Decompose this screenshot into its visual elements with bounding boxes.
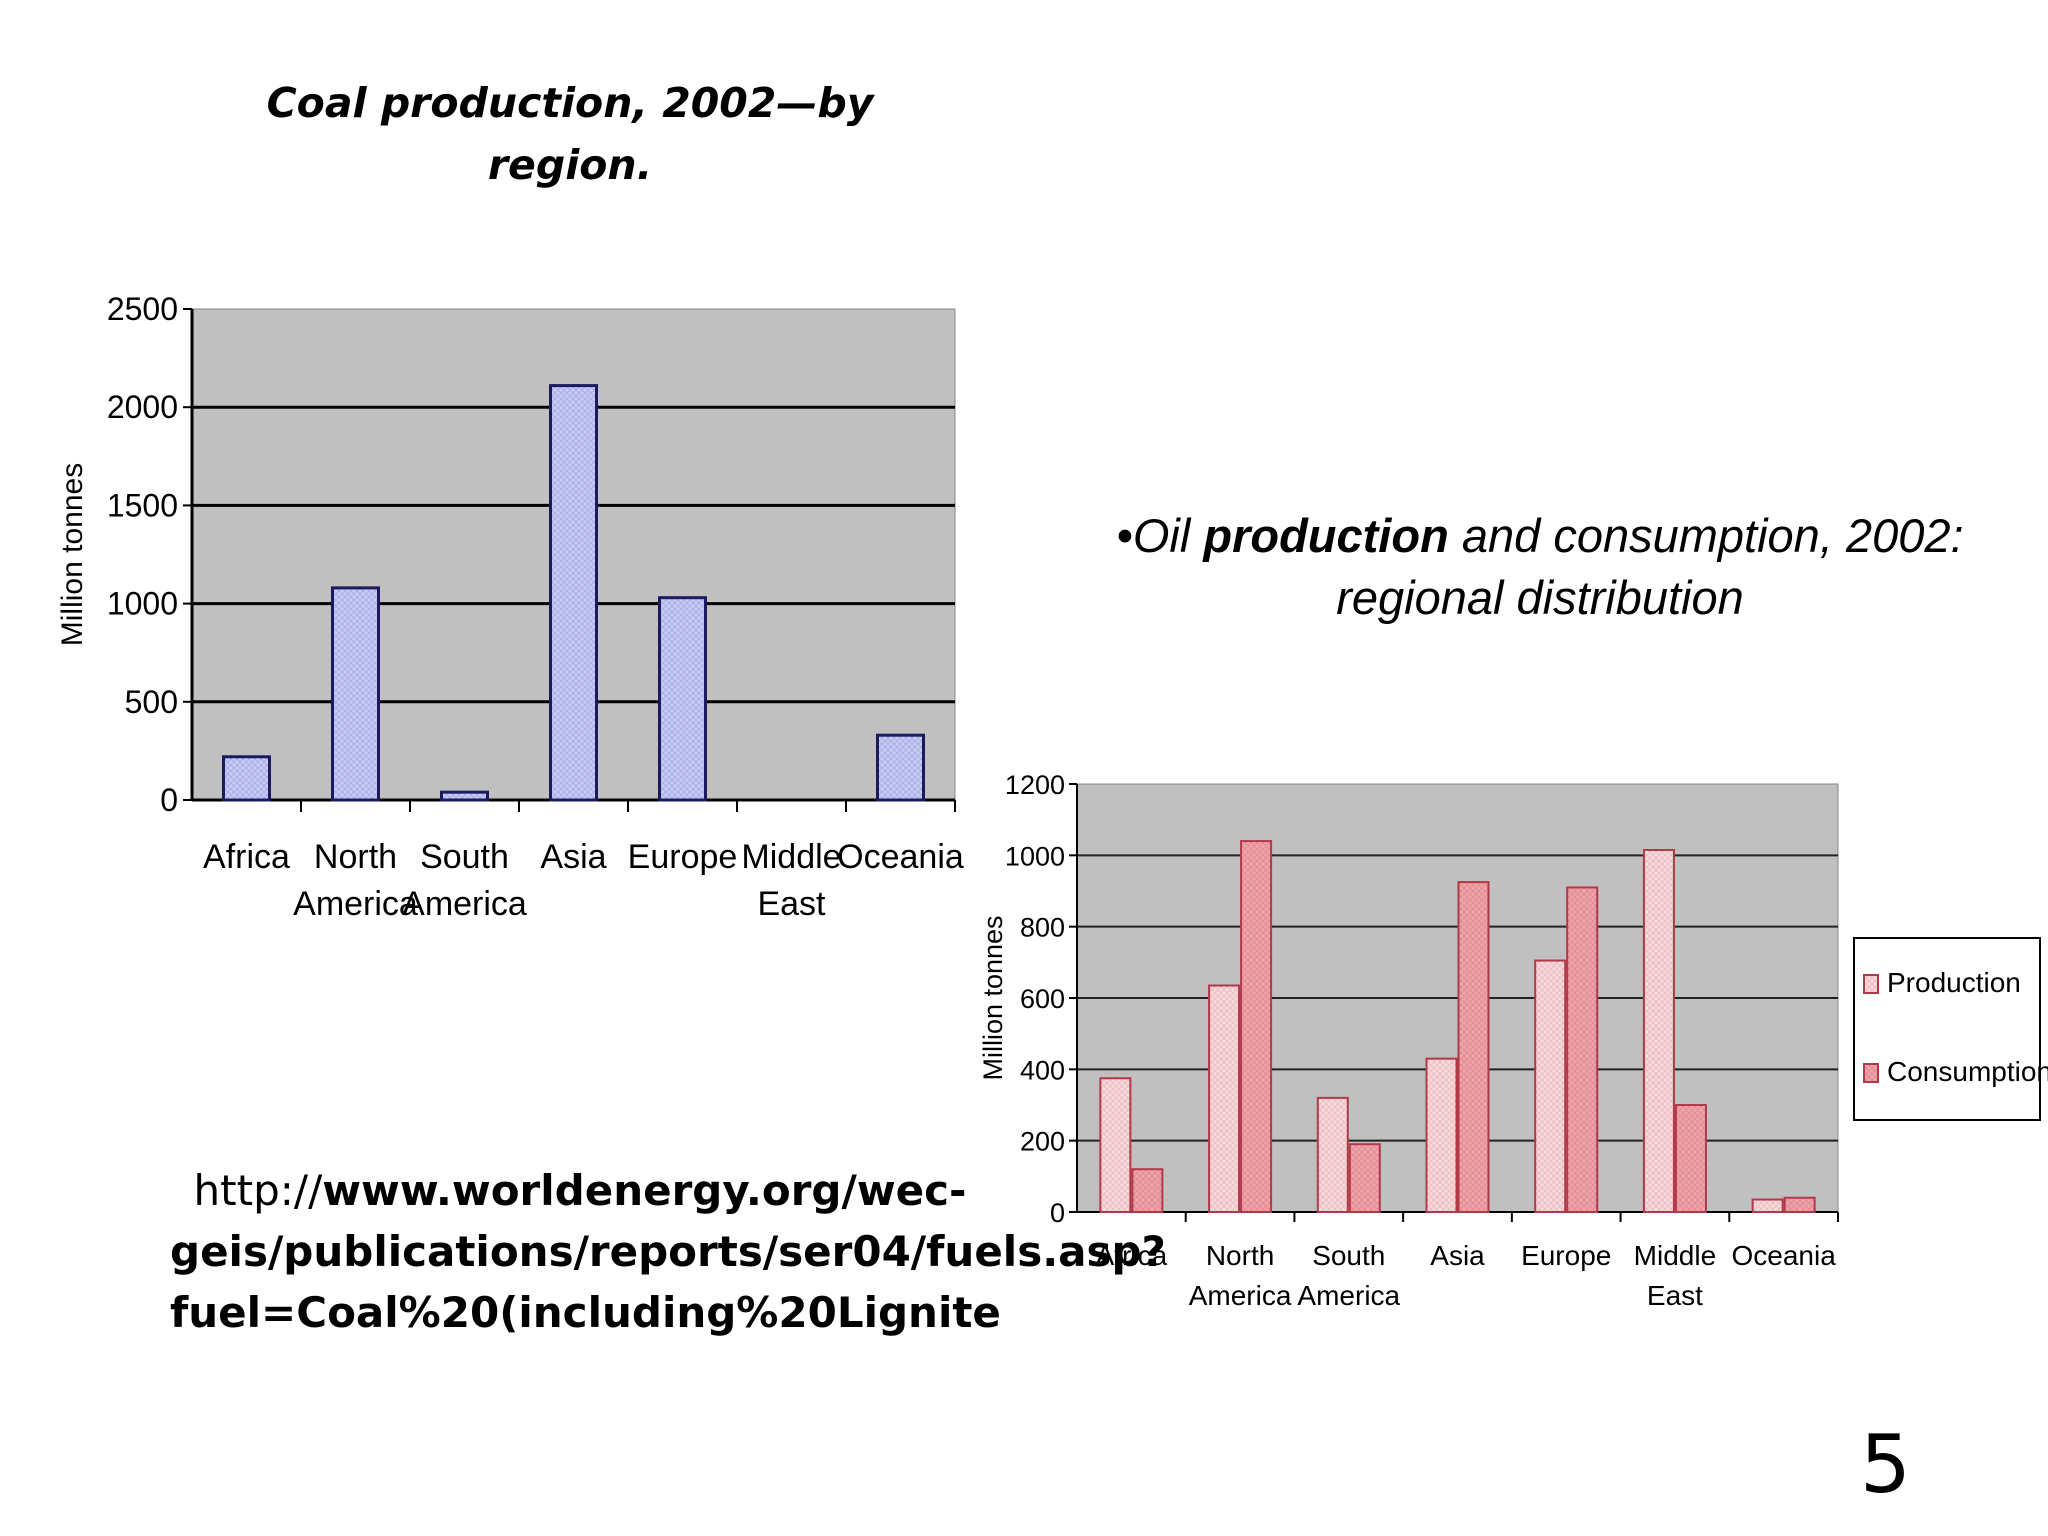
coal-x-tick-label: South [420,838,509,876]
coal-bar-south-america [440,790,489,802]
source-url-bold: www.worldenergy.org/wec-geis/publication… [170,1166,1166,1337]
coal-y-tick-label: 1500 [107,487,178,523]
coal-x-tick-label: Asia [540,838,606,876]
oil-y-tick-label: 1000 [1005,841,1065,871]
oil-title-suffix: and consumption, 2002: regional distribu… [1336,509,1964,624]
oil-title-bold: production [1203,509,1449,562]
coal-x-tick-label: America [293,885,418,923]
oil-legend-swatch-consumption [1863,1063,1879,1083]
oil-x-tick-label: East [1647,1280,1703,1311]
coal-chart-title: Coal production, 2002—by region. [266,79,874,189]
oil-y-tick-label: 1200 [1005,770,1065,800]
coal-y-tick-label: 500 [125,684,178,720]
coal-y-axis-label: Million tonnes [56,463,89,646]
oil-y-axis-label: Million tonnes [978,915,1008,1080]
coal-y-tick-label: 2000 [107,389,178,425]
oil-bar-production-asia [1425,1057,1458,1213]
oil-title-prefix: •Oil [1116,509,1204,562]
oil-legend-swatch-production [1863,974,1879,994]
coal-x-tick-label: East [757,885,826,923]
coal-x-tick-label: Europe [628,838,738,876]
oil-legend-label-consumption: Consumption [1887,1056,2048,1087]
oil-bar-consumption-europe [1566,886,1599,1214]
oil-x-tick-label: America [1297,1280,1400,1311]
coal-bar-north-america [331,586,380,802]
oil-bar-consumption-middle-east [1674,1104,1707,1213]
oil-y-tick-label: 400 [1020,1055,1065,1085]
oil-bar-production-africa [1099,1077,1132,1213]
oil-legend [1853,937,2041,1121]
coal-x-tick-label: Africa [203,838,290,876]
oil-bar-consumption-south-america [1348,1143,1381,1213]
oil-bar-production-south-america [1316,1096,1349,1214]
oil-bar-production-europe [1534,959,1567,1213]
oil-bar-production-middle-east [1642,848,1675,1213]
coal-bar-asia [549,384,598,802]
coal-bar-africa [222,755,271,802]
coal-y-tick-label: 0 [160,782,178,818]
oil-x-tick-label: Middle [1634,1240,1716,1271]
source-url-prefix: http:// [193,1166,323,1215]
coal-x-tick-label: America [402,885,527,923]
page-number: 5 [1860,1418,1911,1511]
coal-y-tick-label: 2500 [107,291,178,327]
coal-bar-europe [658,596,707,802]
oil-bar-consumption-asia [1457,881,1490,1213]
oil-bar-consumption-north-america [1240,840,1273,1213]
source-url: http://www.worldenergy.org/wec-geis/publ… [170,1160,1166,1343]
coal-x-tick-label: North [314,838,397,876]
oil-legend-label-production: Production [1887,967,2021,998]
coal-y-tick-label: 1000 [107,586,178,622]
oil-y-tick-label: 200 [1020,1127,1065,1157]
oil-bar-production-north-america [1208,984,1241,1213]
oil-x-tick-label: North [1206,1240,1274,1271]
oil-bar-consumption-oceania [1783,1196,1816,1213]
oil-x-tick-label: Oceania [1731,1240,1836,1271]
oil-y-tick-label: 600 [1020,984,1065,1014]
coal-x-tick-label: Oceania [837,838,964,876]
oil-chart-title: •Oil production and consumption, 2002: r… [1090,505,1990,629]
oil-y-tick-label: 0 [1050,1198,1065,1228]
oil-bar-production-oceania [1751,1198,1784,1214]
oil-x-tick-label: Africa [1096,1240,1168,1271]
oil-x-tick-label: Asia [1430,1240,1485,1271]
oil-x-tick-label: America [1189,1280,1292,1311]
oil-x-tick-label: South [1312,1240,1385,1271]
oil-y-tick-label: 800 [1020,913,1065,943]
oil-bar-consumption-africa [1131,1168,1164,1213]
coal-x-tick-label: Middle [741,838,841,876]
oil-x-tick-label: Europe [1521,1240,1611,1271]
coal-bar-oceania [876,733,925,802]
